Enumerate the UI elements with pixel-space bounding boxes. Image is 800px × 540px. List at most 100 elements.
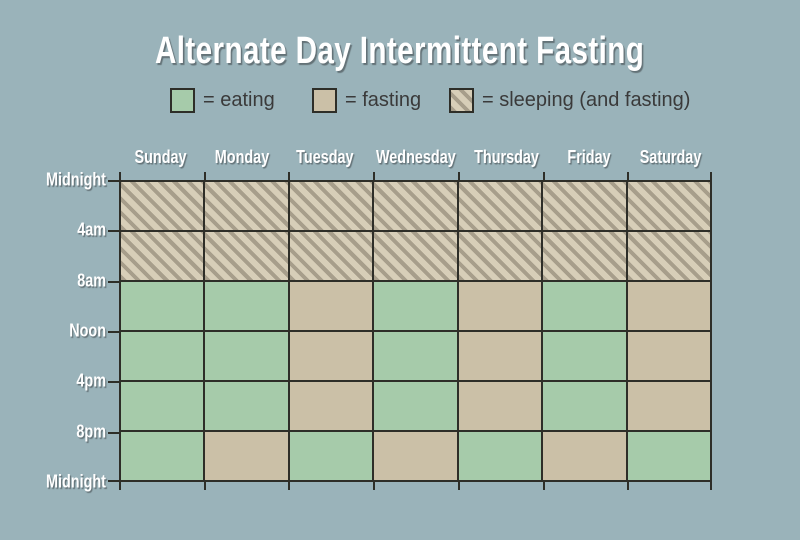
- legend-label-sleeping: = sleeping (and fasting): [482, 89, 691, 111]
- axis-tick: [542, 482, 545, 490]
- cell-wednesday-4pm-8pm: [374, 382, 457, 430]
- left-axis-ticks: [108, 180, 119, 482]
- cell-monday-8pm-midnight: [205, 432, 288, 480]
- axis-tick: [108, 331, 119, 333]
- legend-item-sleeping: = sleeping (and fasting): [449, 88, 690, 113]
- legend-label-fasting: = fasting: [345, 89, 422, 111]
- axis-tick: [288, 172, 291, 180]
- axis-tick: [627, 172, 630, 180]
- axis-tick: [108, 230, 119, 233]
- day-header-label: Monday: [215, 146, 270, 167]
- cell-wednesday-4am-8am: [374, 232, 457, 280]
- time-label-text: 8pm: [76, 421, 106, 442]
- cell-thursday-4pm-8pm: [458, 382, 542, 430]
- axis-tick: [108, 480, 119, 482]
- cell-thursday-4am-8am: [458, 232, 542, 280]
- cell-friday-4pm-8pm: [543, 382, 626, 430]
- cell-wednesday-8pm-midnight: [374, 432, 457, 480]
- cell-saturday-midnight-4am: [627, 182, 710, 230]
- time-label-midnight-6: Midnight: [31, 472, 106, 493]
- axis-tick: [119, 482, 121, 490]
- time-label-text: 4pm: [76, 370, 106, 391]
- cell-saturday-8am-noon: [627, 282, 710, 330]
- cell-thursday-8pm-midnight: [458, 432, 542, 480]
- cell-tuesday-8am-noon: [289, 282, 373, 330]
- day-header-sunday: Sunday: [119, 143, 201, 171]
- cell-thursday-midnight-4am: [458, 182, 542, 230]
- chart-title-wrap: Alternate Day Intermittent Fasting: [0, 30, 800, 73]
- day-header-tuesday: Tuesday: [283, 143, 365, 171]
- day-header-wednesday: Wednesday: [366, 143, 466, 171]
- legend-item-eating: = eating: [170, 88, 275, 113]
- axis-tick: [108, 180, 119, 182]
- cell-monday-noon-4pm: [205, 332, 288, 380]
- sleeping-swatch-icon: [449, 88, 474, 113]
- time-label-text: 8am: [77, 270, 106, 291]
- legend-item-fasting: = fasting: [312, 88, 421, 113]
- cell-friday-midnight-4am: [543, 182, 626, 230]
- cell-saturday-4pm-8pm: [627, 382, 710, 430]
- cell-sunday-8am-noon: [121, 282, 204, 330]
- cell-wednesday-8am-noon: [374, 282, 457, 330]
- cell-tuesday-4pm-8pm: [289, 382, 373, 430]
- time-label-text: Midnight: [46, 169, 106, 190]
- cell-tuesday-4am-8am: [289, 232, 373, 280]
- day-header-saturday: Saturday: [630, 143, 712, 171]
- day-header-label: Saturday: [640, 146, 702, 167]
- cell-friday-8pm-midnight: [543, 432, 626, 480]
- chart-title: Alternate Day Intermittent Fasting: [155, 30, 645, 72]
- time-label-4am-1: 4am: [70, 220, 106, 241]
- cell-sunday-4am-8am: [121, 232, 204, 280]
- day-header-thursday: Thursday: [465, 143, 547, 171]
- cell-sunday-midnight-4am: [121, 182, 204, 230]
- cell-monday-4pm-8pm: [205, 382, 288, 430]
- axis-tick: [108, 381, 119, 384]
- cell-friday-4am-8am: [543, 232, 626, 280]
- cell-wednesday-midnight-4am: [374, 182, 457, 230]
- axis-tick: [627, 482, 630, 490]
- time-label-text: Midnight: [46, 471, 106, 492]
- cell-monday-8am-noon: [205, 282, 288, 330]
- cell-friday-8am-noon: [543, 282, 626, 330]
- time-label-noon-3: Noon: [60, 321, 106, 342]
- day-header-monday: Monday: [201, 143, 283, 171]
- axis-tick: [457, 172, 460, 180]
- cell-saturday-noon-4pm: [627, 332, 710, 380]
- cell-thursday-noon-4pm: [458, 332, 542, 380]
- legend-label-eating: = eating: [203, 89, 275, 111]
- axis-tick: [203, 172, 206, 180]
- cell-thursday-8am-noon: [458, 282, 542, 330]
- cell-tuesday-midnight-4am: [289, 182, 373, 230]
- cell-tuesday-noon-4pm: [289, 332, 373, 380]
- cell-friday-noon-4pm: [543, 332, 626, 380]
- day-headers-row: Sunday Monday Tuesday Wednesday Thursday Frid…: [119, 143, 712, 171]
- cell-sunday-8pm-midnight: [121, 432, 204, 480]
- time-axis-labels: Midnight 4am 8am Noon 4pm 8pm Midnight: [10, 170, 106, 492]
- axis-tick: [373, 482, 376, 490]
- day-header-label: Sunday: [134, 146, 187, 167]
- eating-swatch-icon: [170, 88, 195, 113]
- axis-tick: [710, 172, 712, 180]
- cell-monday-midnight-4am: [205, 182, 288, 230]
- time-label-text: 4am: [77, 219, 106, 240]
- time-label-midnight-0: Midnight: [31, 170, 106, 191]
- time-label-text: Noon: [69, 320, 106, 341]
- schedule-grid: [119, 180, 712, 482]
- cell-saturday-4am-8am: [627, 232, 710, 280]
- day-header-label: Wednesday: [375, 146, 456, 167]
- day-header-label: Thursday: [474, 146, 539, 167]
- cell-tuesday-8pm-midnight: [289, 432, 373, 480]
- bottom-axis-ticks: [119, 482, 712, 490]
- cell-saturday-8pm-midnight: [627, 432, 710, 480]
- cell-monday-4am-8am: [205, 232, 288, 280]
- day-header-label: Tuesday: [295, 146, 354, 167]
- fasting-swatch-icon: [312, 88, 337, 113]
- axis-tick: [108, 280, 119, 283]
- top-axis-ticks: [119, 172, 712, 180]
- time-label-4pm-4: 4pm: [69, 371, 106, 392]
- axis-tick: [203, 482, 206, 490]
- axis-tick: [288, 482, 291, 490]
- axis-tick: [710, 482, 712, 490]
- axis-tick: [542, 172, 545, 180]
- axis-tick: [373, 172, 376, 180]
